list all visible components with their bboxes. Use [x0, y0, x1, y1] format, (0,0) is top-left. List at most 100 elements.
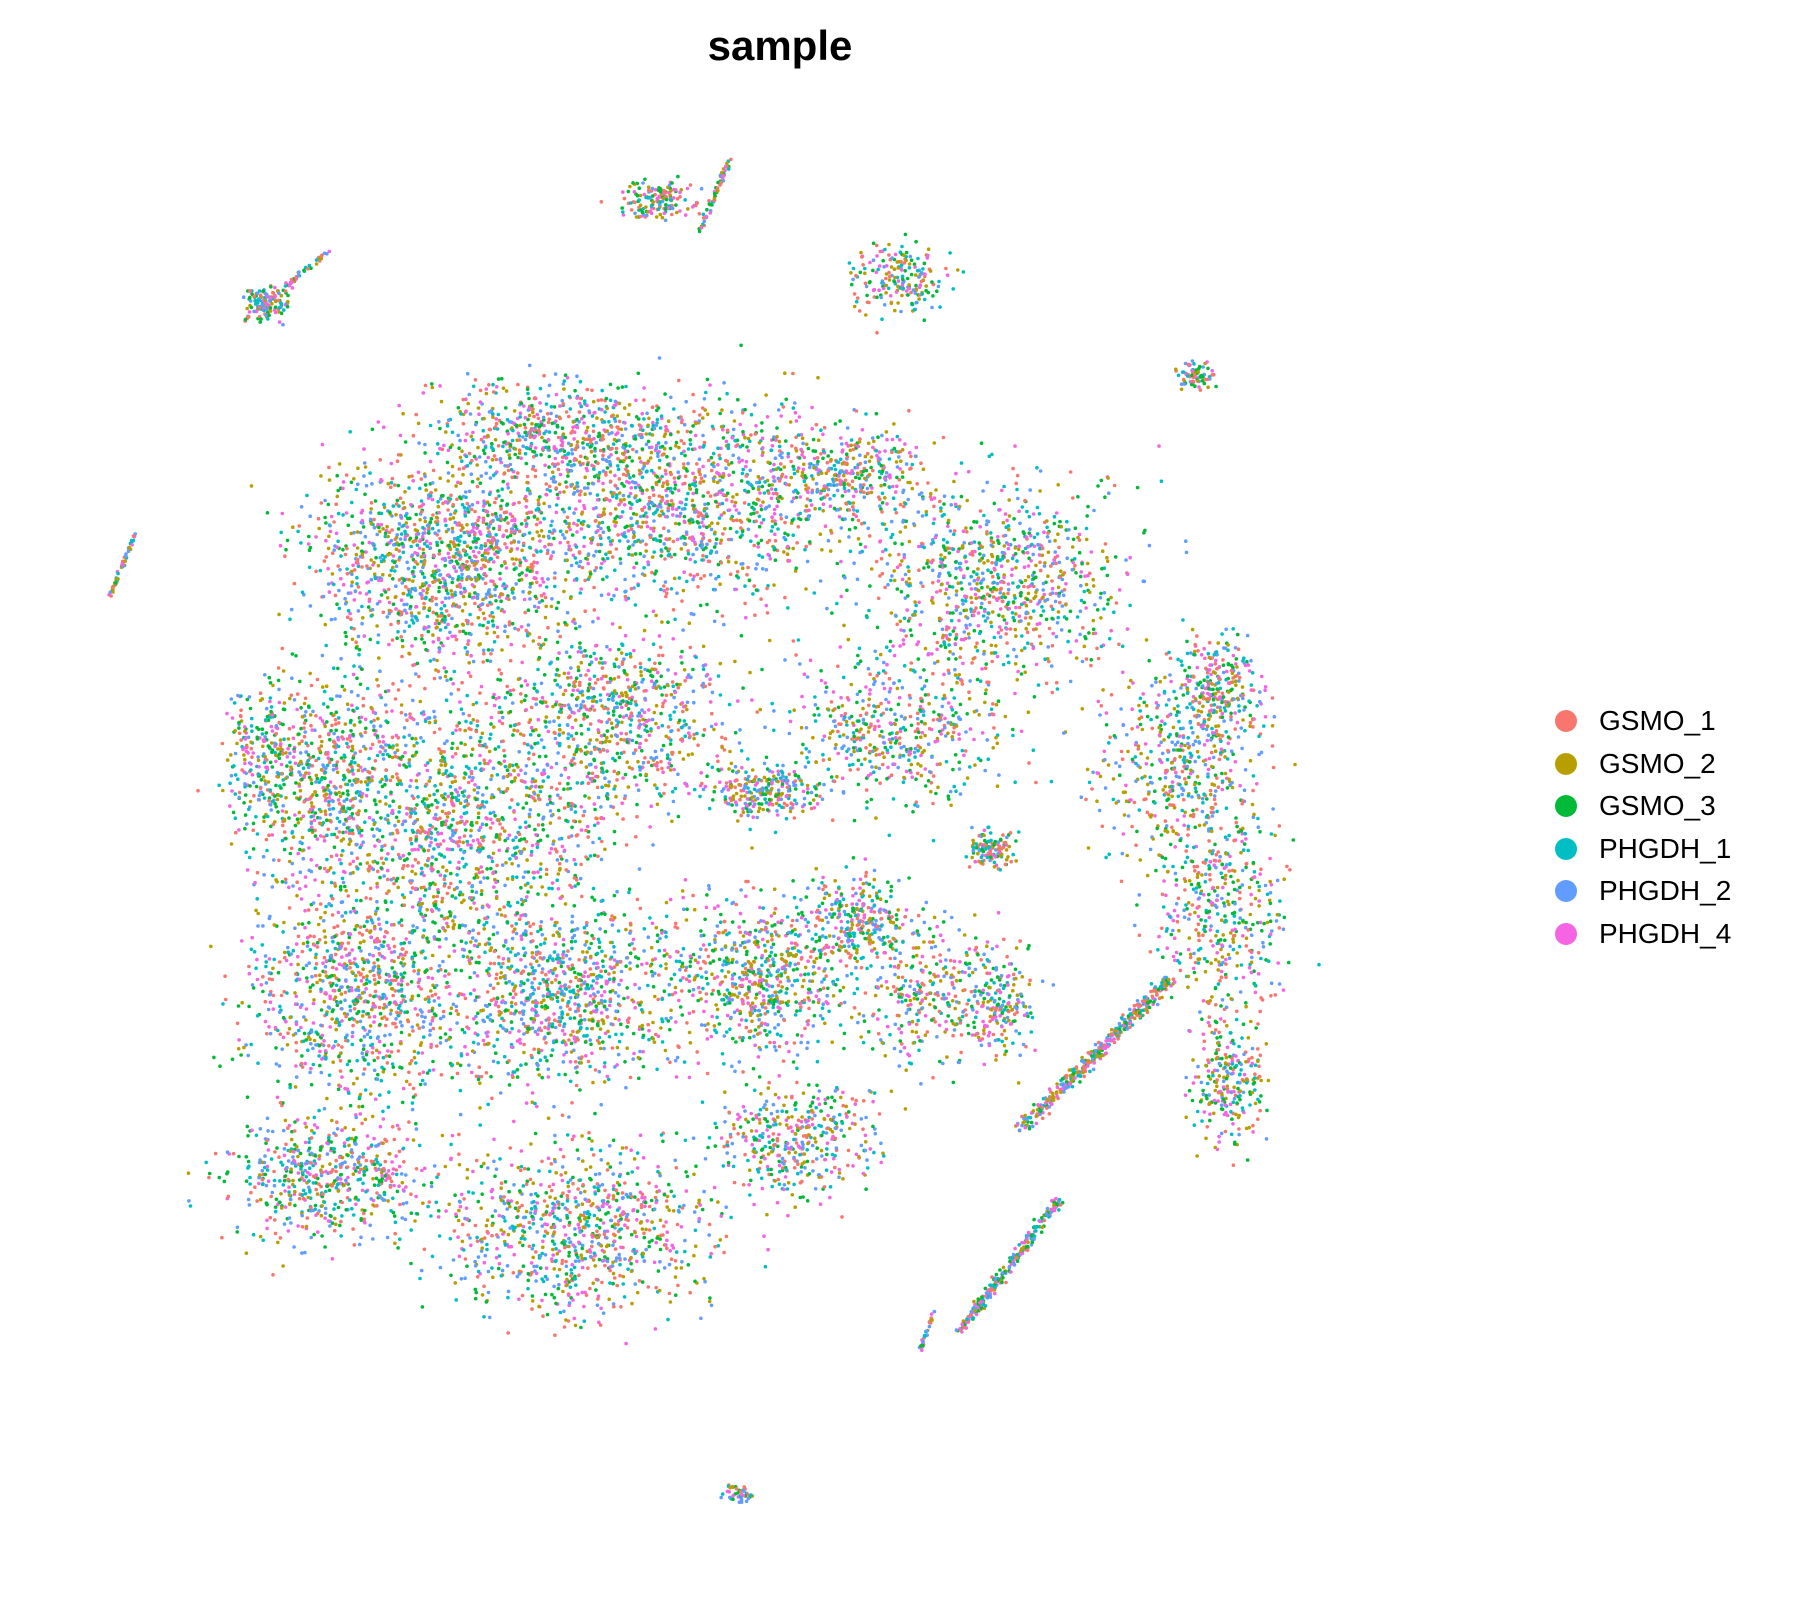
point-GSMO_1 — [340, 735, 344, 739]
point-GSMO_1 — [333, 740, 337, 745]
point-PHGDH_2 — [569, 563, 574, 568]
point-PHGDH_1 — [993, 651, 998, 655]
point-GSMO_3 — [593, 807, 597, 812]
point-PHGDH_2 — [514, 582, 518, 586]
point-PHGDH_2 — [973, 587, 978, 591]
point-GSMO_2 — [505, 774, 510, 778]
point-GSMO_3 — [665, 454, 669, 459]
point-PHGDH_4 — [360, 518, 365, 523]
point-GSMO_2 — [509, 490, 513, 494]
point-GSMO_1 — [965, 530, 969, 534]
point-GSMO_1 — [315, 677, 320, 682]
point-GSMO_2 — [602, 507, 606, 511]
point-GSMO_2 — [804, 504, 809, 508]
point-PHGDH_1 — [386, 821, 391, 825]
point-GSMO_1 — [683, 481, 687, 486]
point-PHGDH_2 — [528, 808, 533, 812]
point-PHGDH_1 — [336, 744, 341, 749]
point-GSMO_2 — [705, 412, 710, 417]
point-PHGDH_4 — [613, 524, 617, 528]
point-PHGDH_1 — [502, 582, 506, 586]
point-GSMO_3 — [375, 810, 379, 814]
point-PHGDH_2 — [321, 763, 325, 767]
point-GSMO_2 — [492, 630, 497, 635]
point-GSMO_3 — [450, 741, 455, 746]
point-PHGDH_1 — [977, 631, 982, 636]
point-PHGDH_1 — [998, 558, 1002, 563]
point-GSMO_1 — [503, 542, 507, 546]
point-PHGDH_1 — [331, 666, 336, 670]
point-PHGDH_1 — [599, 542, 603, 547]
point-GSMO_2 — [842, 623, 846, 628]
point-PHGDH_4 — [524, 524, 528, 529]
point-PHGDH_4 — [408, 715, 413, 720]
point-GSMO_2 — [453, 511, 457, 515]
point-GSMO_2 — [645, 488, 649, 492]
point-GSMO_3 — [740, 529, 745, 534]
point-PHGDH_4 — [558, 490, 562, 495]
point-PHGDH_2 — [694, 547, 699, 551]
point-PHGDH_4 — [1125, 572, 1130, 576]
point-GSMO_2 — [483, 761, 487, 766]
point-GSMO_1 — [596, 542, 600, 547]
point-PHGDH_4 — [930, 652, 934, 656]
point-GSMO_3 — [997, 613, 1001, 617]
point-PHGDH_4 — [744, 464, 748, 469]
point-PHGDH_1 — [419, 499, 424, 503]
point-GSMO_3 — [383, 531, 388, 536]
point-PHGDH_2 — [961, 602, 965, 606]
point-GSMO_3 — [534, 609, 539, 613]
point-GSMO_3 — [383, 590, 388, 594]
point-PHGDH_1 — [301, 766, 306, 770]
point-PHGDH_1 — [399, 532, 404, 536]
point-GSMO_3 — [543, 637, 548, 642]
point-GSMO_1 — [387, 530, 392, 535]
point-GSMO_3 — [411, 569, 415, 574]
point-GSMO_2 — [485, 500, 490, 505]
point-GSMO_2 — [681, 588, 686, 593]
point-PHGDH_1 — [369, 614, 374, 618]
point-GSMO_1 — [706, 458, 711, 463]
point-GSMO_1 — [412, 522, 417, 527]
point-PHGDH_2 — [516, 540, 521, 544]
point-PHGDH_1 — [700, 558, 704, 562]
point-GSMO_2 — [381, 572, 385, 577]
point-PHGDH_2 — [479, 474, 484, 478]
point-GSMO_3 — [497, 760, 501, 765]
point-GSMO_3 — [341, 791, 345, 796]
point-GSMO_3 — [1039, 613, 1043, 618]
point-PHGDH_4 — [860, 428, 865, 432]
point-GSMO_3 — [687, 518, 691, 523]
point-GSMO_1 — [688, 573, 693, 577]
point-PHGDH_2 — [304, 750, 308, 754]
point-PHGDH_2 — [684, 530, 689, 534]
point-PHGDH_2 — [556, 793, 560, 797]
point-GSMO_3 — [1022, 531, 1026, 536]
point-PHGDH_1 — [455, 873, 459, 877]
point-PHGDH_4 — [326, 756, 331, 760]
point-PHGDH_4 — [1000, 488, 1004, 493]
point-GSMO_3 — [760, 484, 765, 489]
point-GSMO_2 — [431, 895, 436, 899]
point-PHGDH_1 — [609, 597, 614, 602]
point-PHGDH_2 — [564, 551, 568, 556]
point-PHGDH_1 — [368, 471, 372, 475]
point-GSMO_2 — [460, 449, 464, 454]
point-PHGDH_1 — [336, 539, 340, 544]
point-PHGDH_1 — [761, 517, 766, 522]
point-GSMO_3 — [951, 629, 956, 633]
point-GSMO_1 — [614, 547, 619, 551]
point-GSMO_1 — [500, 826, 505, 830]
point-PHGDH_2 — [399, 515, 403, 519]
point-PHGDH_1 — [465, 552, 469, 557]
point-GSMO_1 — [709, 468, 714, 473]
point-PHGDH_4 — [773, 532, 777, 537]
point-PHGDH_4 — [339, 576, 343, 581]
point-GSMO_2 — [1056, 610, 1061, 614]
point-GSMO_2 — [256, 911, 261, 916]
point-GSMO_1 — [773, 539, 778, 543]
point-PHGDH_4 — [730, 435, 734, 440]
point-GSMO_1 — [665, 587, 670, 591]
point-GSMO_1 — [1071, 496, 1075, 500]
point-GSMO_3 — [714, 537, 719, 541]
